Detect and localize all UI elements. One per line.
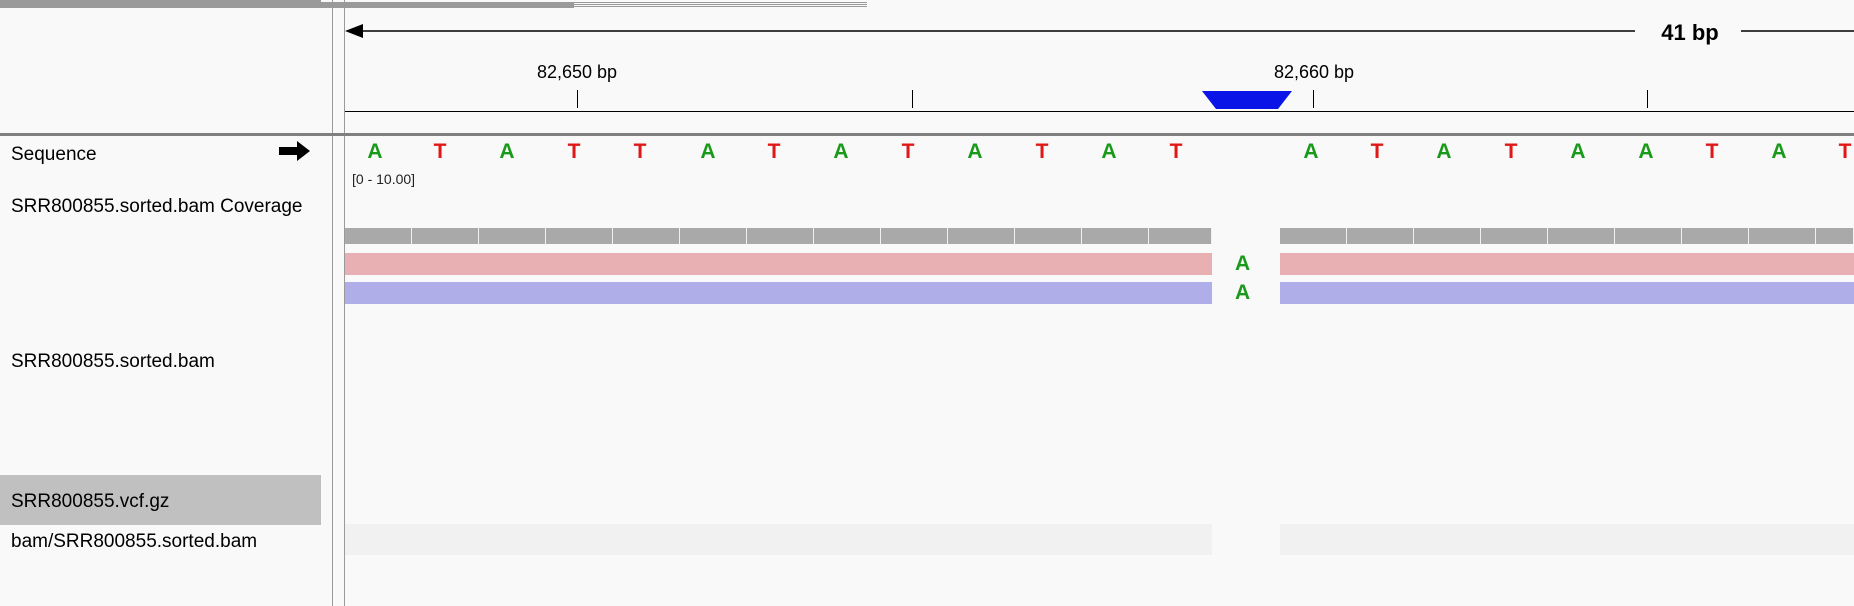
track-selected-highlight[interactable] — [0, 475, 321, 525]
sequence-base: T — [1504, 140, 1518, 163]
coverage-baseline — [0, 2, 867, 3]
track-label-alignment[interactable]: SRR800855.sorted.bam — [11, 351, 215, 372]
sequence-base: A — [1101, 140, 1117, 163]
sequence-base: A — [967, 140, 983, 163]
track-label-junctions[interactable]: bam/SRR800855.sorted.bam — [11, 531, 258, 552]
insertion-base: A — [1235, 252, 1251, 275]
sequence-base: A — [367, 140, 383, 163]
coverage-bar — [1015, 228, 1082, 244]
header-separator — [0, 133, 1854, 136]
sequence-base: A — [700, 140, 716, 163]
coverage-bar — [1548, 228, 1615, 244]
coverage-bar — [814, 228, 881, 244]
coverage-bar — [948, 228, 1015, 244]
ruler-tick — [1313, 90, 1314, 108]
sequence-base: T — [633, 140, 647, 163]
sequence-base: A — [833, 140, 849, 163]
insertion-base: A — [1235, 281, 1251, 304]
coverage-bar — [479, 228, 546, 244]
coverage-data-range: [0 - 10.00] — [352, 171, 416, 187]
sequence-base: A — [1436, 140, 1452, 163]
track-label-vcf[interactable]: SRR800855.vcf.gz — [11, 491, 170, 512]
coverage-bar — [881, 228, 948, 244]
coverage-bar — [1481, 228, 1548, 244]
coverage-bar — [613, 228, 680, 244]
track-label-divider — [0, 0, 321, 1]
alignment-read-forward[interactable] — [345, 253, 1212, 275]
coverage-bar — [412, 228, 479, 244]
sequence-base: T — [901, 140, 915, 163]
vcf-track-top — [0, 5, 574, 6]
coverage-bar — [1682, 228, 1749, 244]
alignment-read-reverse[interactable] — [1280, 282, 1854, 304]
coverage-bar — [1149, 228, 1212, 244]
coverage-bar — [747, 228, 814, 244]
span-label: 41 bp — [1648, 20, 1732, 46]
ruler-tick — [577, 90, 578, 108]
coverage-bar — [680, 228, 747, 244]
name-panel-divider[interactable] — [332, 0, 333, 606]
alignment-read-forward[interactable] — [1280, 253, 1854, 275]
vcf-track-top — [0, 4, 867, 5]
sequence-base: T — [767, 140, 781, 163]
track-label-sequence[interactable]: Sequence — [11, 144, 97, 165]
sequence-base: T — [1370, 140, 1384, 163]
sequence-base: A — [1570, 140, 1586, 163]
sequence-base: A — [1771, 140, 1787, 163]
vcf-track[interactable] — [345, 479, 1212, 523]
vcf-track-bottom — [0, 6, 867, 7]
sequence-base: T — [567, 140, 581, 163]
vcf-track-bottom — [0, 7, 574, 8]
junction-track[interactable] — [1280, 524, 1854, 555]
ruler-tick — [912, 90, 913, 108]
coverage-bar — [1082, 228, 1149, 244]
span-arrow — [345, 24, 1854, 38]
coverage-bar — [1280, 228, 1347, 244]
ruler-tick — [1647, 90, 1648, 108]
coverage-bar — [345, 228, 412, 244]
insertion-marker-icon[interactable] — [1202, 90, 1294, 112]
ruler-label-82660: 82,660 bp — [1273, 62, 1355, 82]
sequence-base: T — [1705, 140, 1719, 163]
vcf-track[interactable] — [1280, 479, 1854, 523]
sequence-base: T — [1838, 140, 1852, 163]
ruler-label-82650: 82,650 bp — [536, 62, 618, 82]
junction-track[interactable] — [345, 524, 1212, 555]
sequence-base: T — [1169, 140, 1183, 163]
coverage-bar — [1347, 228, 1414, 244]
alignment-read-reverse[interactable] — [345, 282, 1212, 304]
track-label-coverage[interactable]: SRR800855.sorted.bam Coverage — [11, 196, 303, 217]
attribute-panel-divider[interactable] — [344, 0, 345, 606]
coverage-baseline — [0, 3, 574, 4]
coverage-bar — [1816, 228, 1854, 244]
sequence-base: T — [433, 140, 447, 163]
coverage-bar — [1414, 228, 1481, 244]
right-arrow-icon[interactable] — [279, 140, 311, 162]
sequence-base: A — [499, 140, 515, 163]
coverage-bar — [1615, 228, 1682, 244]
coverage-bar — [1749, 228, 1816, 244]
track-label-divider — [0, 1, 321, 2]
sequence-base: T — [1035, 140, 1049, 163]
ruler-baseline — [345, 111, 1854, 112]
ruler[interactable]: 41 bp 82,650 bp 82,660 bp — [345, 0, 1854, 133]
sequence-base: A — [1638, 140, 1654, 163]
coverage-bar — [546, 228, 613, 244]
sequence-base: A — [1303, 140, 1319, 163]
